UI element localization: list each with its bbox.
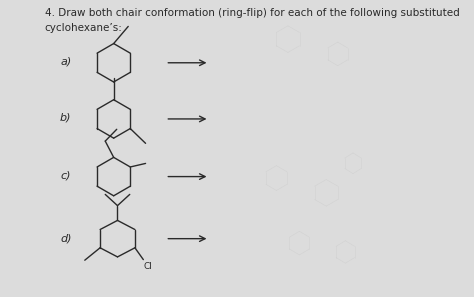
Text: d): d) (60, 234, 72, 244)
Text: Cl: Cl (143, 262, 152, 271)
Text: 4. Draw both chair conformation (ring-flip) for each of the following substitute: 4. Draw both chair conformation (ring-fl… (45, 8, 459, 18)
Text: c): c) (60, 170, 71, 180)
Text: a): a) (60, 56, 71, 66)
Text: b): b) (60, 113, 72, 122)
Text: cyclohexane’s:: cyclohexane’s: (45, 23, 123, 33)
